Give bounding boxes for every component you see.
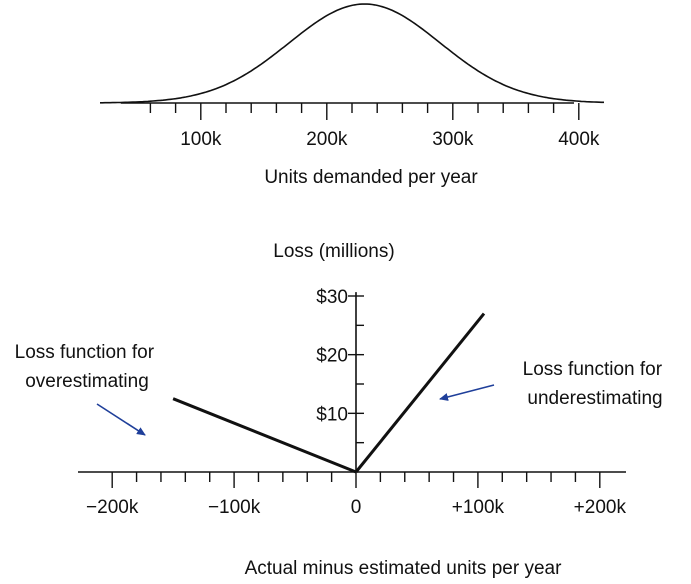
demand-x-tick-label: 400k	[558, 129, 600, 150]
overestimating-arrow	[96, 403, 146, 436]
loss-y-axis-title: Loss (millions)	[273, 241, 394, 262]
overestimating-annotation-line-1: Loss function for	[15, 342, 155, 363]
underestimating-annotation-line-1: Loss function for	[523, 359, 663, 380]
loss-x-tick-label: −100k	[208, 497, 261, 518]
loss-x-tick-labels: −200k −100k 0 +100k +200k	[86, 497, 626, 518]
loss-x-tick-label: 0	[351, 497, 362, 518]
overestimating-loss-line	[172, 397, 357, 474]
underestimating-annotation: Loss function for underestimating	[523, 359, 668, 409]
demand-x-tick-label: 200k	[306, 129, 348, 150]
underestimating-arrow	[439, 384, 495, 401]
demand-x-tick-label: 300k	[432, 129, 474, 150]
demand-distribution-chart: 100k 200k 300k 400k Units demanded per year	[100, 3, 604, 188]
overestimating-annotation-line-2: overestimating	[25, 371, 149, 392]
loss-function-chart: Loss (millions) −200k −100k 0 +100k +200k $1…	[15, 241, 668, 579]
demand-curve	[100, 3, 604, 104]
loss-y-tick-label: $30	[316, 287, 348, 308]
overestimating-annotation: Loss function for overestimating	[15, 342, 160, 392]
underestimating-annotation-line-2: underestimating	[527, 388, 662, 409]
demand-x-tick-labels: 100k 200k 300k 400k	[180, 129, 600, 150]
underestimating-loss-line	[354, 312, 486, 473]
loss-y-tick-labels: $10 $20 $30	[316, 287, 348, 425]
loss-x-axis-title: Actual minus estimated units per year	[245, 558, 562, 579]
demand-x-axis-title: Units demanded per year	[264, 167, 478, 188]
loss-y-tick-label: $20	[316, 346, 348, 367]
loss-x-ticks	[111, 472, 601, 488]
loss-x-tick-label: +100k	[452, 497, 505, 518]
loss-x-tick-label: −200k	[86, 497, 139, 518]
demand-x-tick-label: 100k	[180, 129, 222, 150]
loss-y-tick-label: $10	[316, 404, 348, 425]
demand-x-ticks	[149, 103, 580, 120]
loss-lines	[172, 312, 486, 474]
loss-x-tick-label: +200k	[574, 497, 627, 518]
loss-y-ticks	[348, 295, 364, 444]
